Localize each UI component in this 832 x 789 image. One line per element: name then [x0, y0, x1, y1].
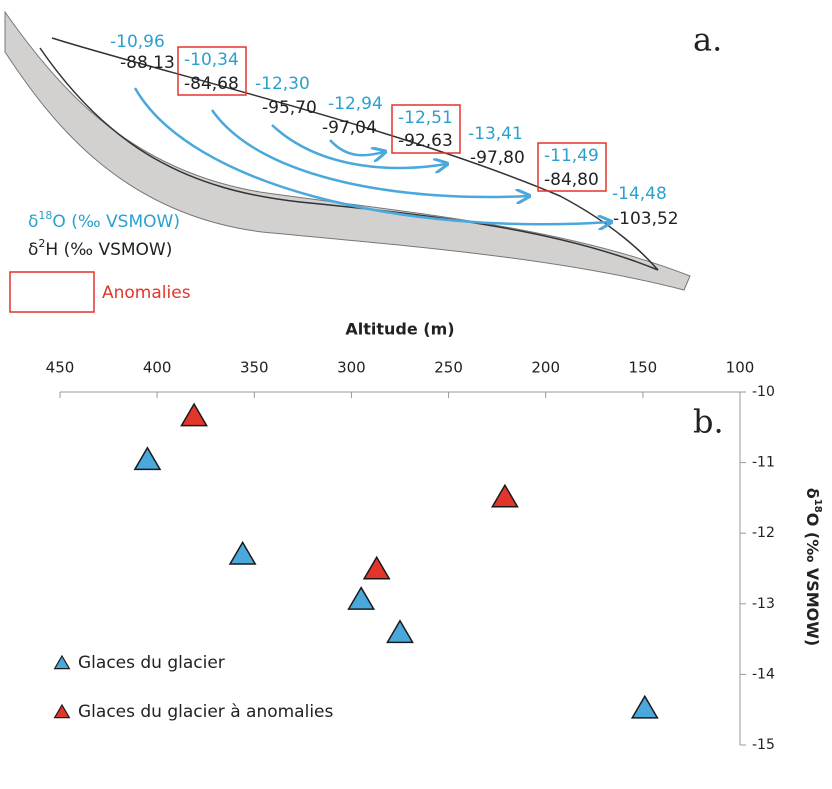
flow-arrow: [210, 109, 528, 197]
x-tick-label: 400: [143, 359, 172, 377]
d2h-value: -97,04: [322, 118, 377, 138]
panel-label: a.: [693, 21, 722, 59]
d18o-value: -12,94: [328, 94, 383, 114]
d18o-value: -10,96: [110, 32, 165, 52]
y-tick-label: -10: [752, 384, 775, 400]
point: [228, 540, 257, 565]
panel-label: b.: [693, 403, 724, 441]
d2h-value: -92,63: [398, 131, 453, 151]
x-tick-label: 450: [46, 359, 75, 377]
glacier-diagram: a. δ18O (‰ VSMOW) δ2H (‰ VSMOW) Anomalie…: [4, 10, 722, 313]
legend-anomalies: Anomalies: [102, 283, 191, 303]
x-axis-title: Altitude (m): [345, 320, 454, 339]
point: [133, 446, 162, 471]
flow-arrow: [329, 139, 384, 155]
legend-d2h: δ2H (‰ VSMOW): [28, 237, 172, 260]
glacier-surface: [51, 37, 659, 271]
y-tick-label: -12: [752, 525, 775, 541]
x-tick-label: 300: [337, 359, 366, 377]
y-tick-label: -14: [752, 666, 775, 682]
anomaly-box: [537, 142, 607, 192]
anomaly-box: [391, 104, 461, 154]
point: [491, 483, 519, 508]
legend-d18o: δ18O (‰ VSMOW): [28, 209, 180, 232]
d2h-value: -84,68: [184, 74, 239, 94]
d2h-value: -95,70: [262, 98, 317, 118]
y-tick-label: -15: [752, 737, 775, 753]
x-tick-label: 250: [434, 359, 463, 377]
anomaly-box: [177, 46, 247, 96]
x-tick-label: 350: [240, 359, 269, 377]
sample-labels: -10,96-88,13 -10,34 -84,68 -12,30 -95,70 -12,…: [110, 32, 679, 229]
point: [180, 402, 208, 427]
legend-marker: [53, 654, 71, 670]
d18o-value: -14,48: [612, 184, 667, 204]
flow-arrow: [271, 124, 446, 168]
y-axis-title: δ18O (‰ VSMOW): [804, 488, 824, 646]
d18o-value: -12,30: [255, 74, 310, 94]
y-tick-label: -11: [752, 455, 775, 471]
x-tick-label: 150: [629, 359, 658, 377]
legend-label: Glaces du glacier à anomalies: [78, 702, 334, 722]
legend-anomaly-box: [9, 271, 95, 313]
point: [347, 586, 376, 610]
d18o-value: -12,51: [398, 108, 453, 128]
d2h-value: -103,52: [613, 209, 679, 229]
d18o-value: -13,41: [468, 124, 523, 144]
point: [362, 555, 391, 580]
legend-label: Glaces du glacier: [78, 653, 225, 673]
d2h-value: -97,80: [470, 148, 525, 168]
d18o-value: -10,34: [184, 50, 239, 70]
y-tick-label: -13: [752, 596, 775, 612]
scatter-chart: Altitude (m) b. δ18O (‰ VSMOW) 450 400 350…: [46, 320, 823, 754]
point: [386, 619, 414, 644]
d18o-value: -11,49: [544, 146, 599, 166]
d2h-value: -84,80: [544, 170, 599, 190]
glacier-bed: [39, 47, 659, 271]
point: [630, 694, 659, 719]
flow-arrow: [133, 87, 610, 224]
x-tick-label: 100: [726, 359, 755, 377]
d2h-value: -88,13: [120, 53, 175, 73]
x-tick-label: 200: [531, 359, 560, 377]
legend-marker: [53, 703, 71, 719]
